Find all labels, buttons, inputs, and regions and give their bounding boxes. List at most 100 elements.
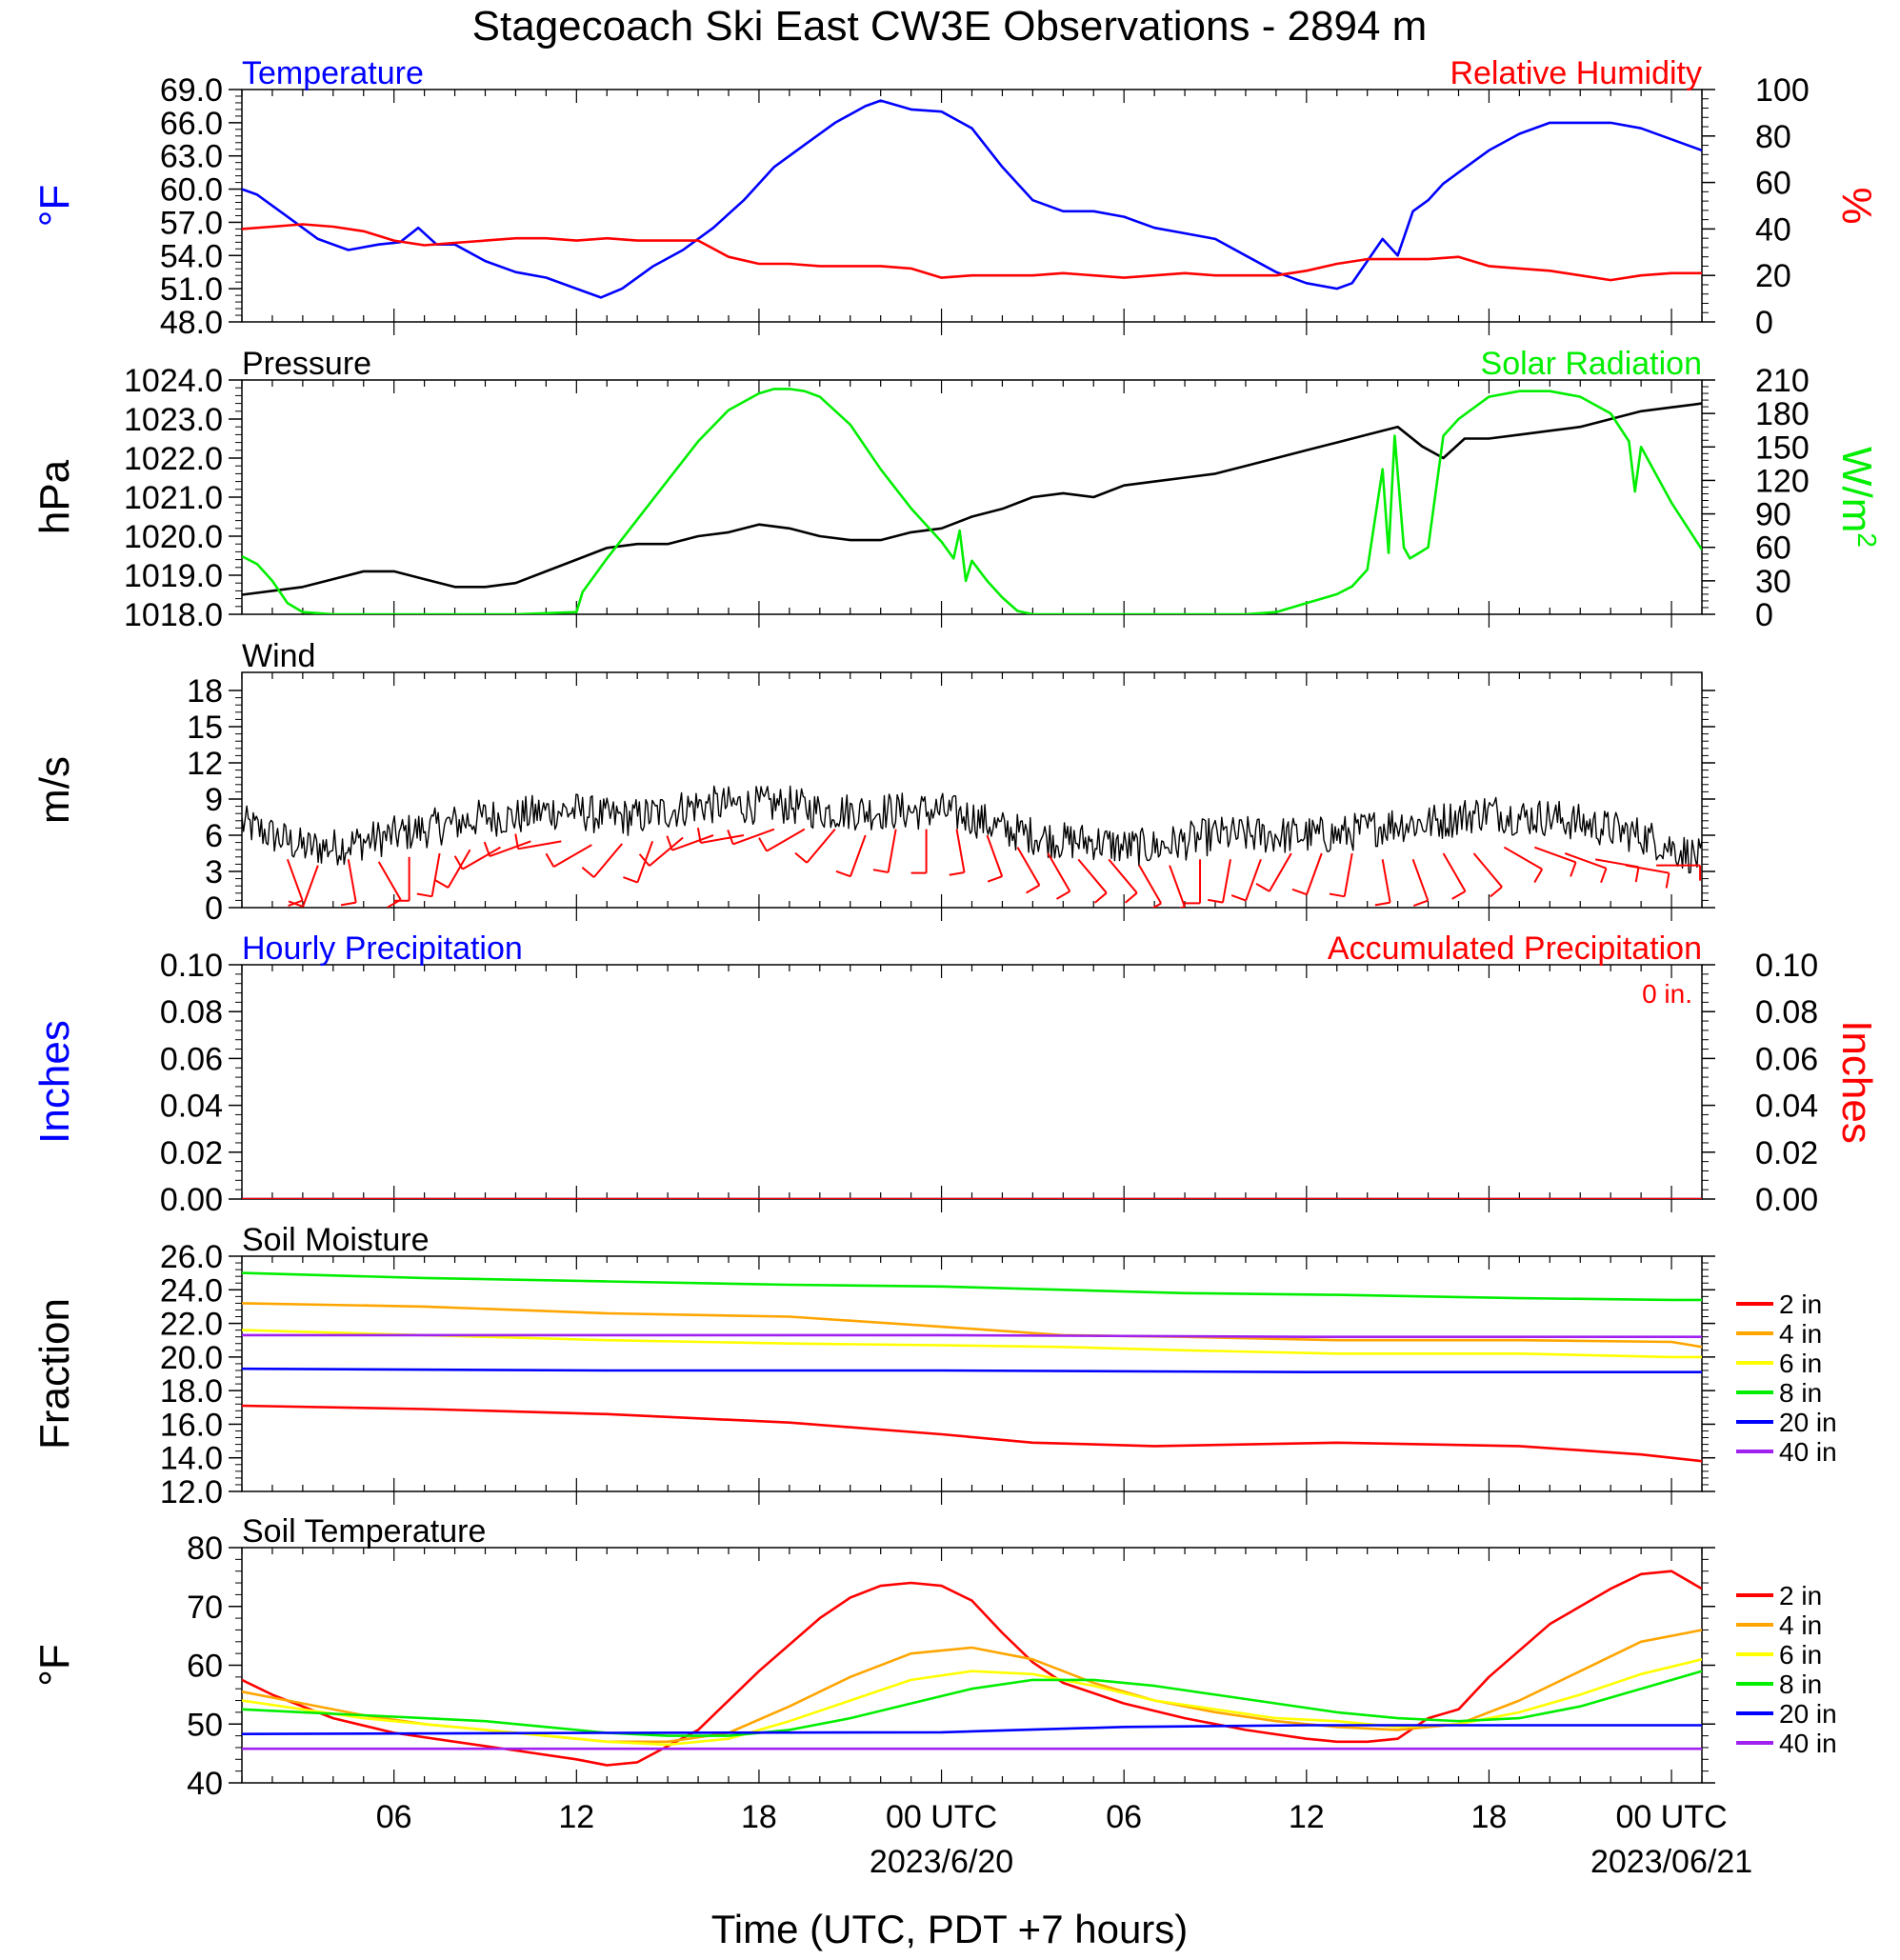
- wind-barb: [696, 828, 745, 844]
- y-left-tick-label: 1023.0: [124, 402, 223, 438]
- wind-barb: [1185, 859, 1202, 905]
- wind-barb: [1411, 858, 1430, 907]
- panels: 48.051.054.057.060.063.066.069.002040608…: [31, 55, 1882, 1802]
- wind-barb-staff: [1534, 846, 1576, 864]
- x-axis: 06 12 18 00 UTC 2023/6/20 06 12 18 00 UTC 2023/06…: [376, 1799, 1752, 1880]
- wind-barb-staff: [1625, 864, 1670, 874]
- y-left-tick-label: 0.10: [160, 948, 223, 984]
- y-left-axis-label: m/s: [31, 756, 78, 824]
- wind-barb: [545, 844, 592, 868]
- wind-barb-flag: [1208, 898, 1224, 904]
- panel-title-right: Relative Humidity: [1450, 55, 1702, 91]
- wind-barb-staff: [592, 843, 623, 878]
- y-right-tick-label: 0.10: [1755, 948, 1818, 984]
- series-line-8-in: [242, 1670, 1702, 1737]
- wind-barb-flag: [416, 892, 432, 898]
- wind-barb: [1656, 864, 1702, 881]
- wind-barb-flag: [288, 900, 304, 908]
- wind-barb-flag: [758, 837, 768, 852]
- wind-barb: [1503, 846, 1544, 884]
- wind-barb-flag: [545, 852, 555, 868]
- wind-barb-flag: [696, 828, 702, 844]
- wind-barb-flag: [1412, 899, 1429, 907]
- legend-label: 6 in: [1779, 1349, 1822, 1378]
- wind-barb-flag: [1093, 891, 1108, 904]
- x-tick-date-label: 2023/06/21: [1590, 1844, 1752, 1880]
- panel-temperature_humidity: 48.051.054.057.060.063.066.069.0 0 20 40 60 8…: [31, 55, 1880, 341]
- series-line-2-in: [242, 1404, 1702, 1463]
- y-left-tick-label: 0: [205, 890, 223, 927]
- x-tick-label: 18: [1471, 1799, 1508, 1835]
- wind-barb-flag: [666, 835, 673, 851]
- wind-barb-staff: [1268, 852, 1292, 892]
- wind-barb-staff: [1564, 852, 1607, 870]
- wind-barb-flag: [794, 851, 808, 864]
- wind-barb: [949, 829, 966, 876]
- legend-item: 2 in: [1736, 1290, 1822, 1319]
- wind-barb: [1374, 859, 1391, 907]
- y-left-tick-label: 48.0: [160, 305, 223, 341]
- y-left-tick-label: 51.0: [160, 271, 223, 308]
- y-right-tick-label: 40: [1755, 211, 1791, 248]
- wind-barb-staff: [1016, 847, 1041, 887]
- y-left-tick-label: 18: [187, 673, 223, 710]
- y-left-tick-label: 18.0: [160, 1373, 223, 1410]
- x-tick-label: 06: [1106, 1799, 1142, 1835]
- wind-barb-flag: [434, 879, 450, 889]
- y-left-tick-label: 16.0: [160, 1407, 223, 1443]
- y-right-axis-label: %: [1833, 187, 1880, 224]
- wind-barb-staff: [671, 834, 714, 851]
- panel-title-right: Solar Radiation: [1481, 346, 1702, 382]
- wind-barb: [288, 865, 319, 908]
- panel-soil_moisture: 12.014.016.018.020.022.024.026.0 Soil Moi…: [31, 1222, 1837, 1510]
- y-right-tick-label: 150: [1755, 430, 1810, 466]
- wind-barb-staff: [700, 834, 745, 844]
- wind-barb-staff: [1138, 865, 1163, 905]
- y-left-tick-label: 26.0: [160, 1239, 223, 1275]
- y-right-tick-label: 0.00: [1755, 1182, 1818, 1218]
- wind-barb-staff: [1108, 858, 1138, 894]
- wind-barb: [1564, 852, 1608, 884]
- wind-barb-staff: [850, 834, 867, 877]
- y-right-tick-label: 0.04: [1755, 1089, 1818, 1125]
- wind-barb-staff: [286, 858, 304, 901]
- y-left-tick-label: 0.06: [160, 1041, 223, 1077]
- x-axis-label: Time (UTC, PDT +7 hours): [711, 1907, 1189, 1951]
- x-tick-label: 12: [558, 1799, 594, 1835]
- panel-title-left: Pressure: [242, 346, 371, 382]
- y-right-axis-label-superscript: 2: [1852, 532, 1882, 548]
- legend-item: 40 in: [1736, 1437, 1837, 1467]
- wind-barb: [872, 829, 897, 873]
- wind-barb: [1169, 865, 1186, 908]
- legend-label: 6 in: [1779, 1640, 1822, 1670]
- wind-barb: [835, 834, 867, 878]
- y-left-tick-label: 40: [187, 1766, 223, 1802]
- wind-barb-flag: [581, 867, 595, 878]
- y-left-tick-label: 69.0: [160, 72, 223, 109]
- wind-barb: [393, 856, 410, 902]
- wind-barb-flag: [453, 855, 464, 870]
- panel-title-left: Wind: [242, 638, 315, 674]
- legend-item: 20 in: [1736, 1408, 1837, 1437]
- series-line-20-in: [242, 1367, 1702, 1373]
- y-left-tick-label: 50: [187, 1707, 223, 1743]
- y-left-tick-label: 15: [187, 710, 223, 746]
- wind-barb-flag: [1490, 886, 1503, 898]
- y-left-tick-label: 0.08: [160, 994, 223, 1030]
- wind-barb: [1047, 852, 1071, 900]
- y-left-tick-label: 1020.0: [124, 519, 223, 555]
- wind-barb-staff: [1503, 846, 1543, 870]
- y-left-tick-label: 12: [187, 746, 223, 782]
- y-right-tick-label: 120: [1755, 463, 1810, 499]
- wind-barb-staff: [766, 828, 806, 852]
- wind-barb-flag: [483, 841, 491, 857]
- panel-title-left: Soil Temperature: [242, 1513, 486, 1550]
- legend-label: 20 in: [1779, 1699, 1837, 1729]
- legend-label: 2 in: [1779, 1290, 1822, 1319]
- y-left-tick-label: 54.0: [160, 238, 223, 274]
- y-right-axis-label-text: Inches: [1833, 1020, 1880, 1144]
- y-left-tick-label: 12.0: [160, 1474, 223, 1510]
- y-right-axis-label-text: W/m: [1833, 447, 1880, 532]
- y-left-tick-label: 60: [187, 1649, 223, 1685]
